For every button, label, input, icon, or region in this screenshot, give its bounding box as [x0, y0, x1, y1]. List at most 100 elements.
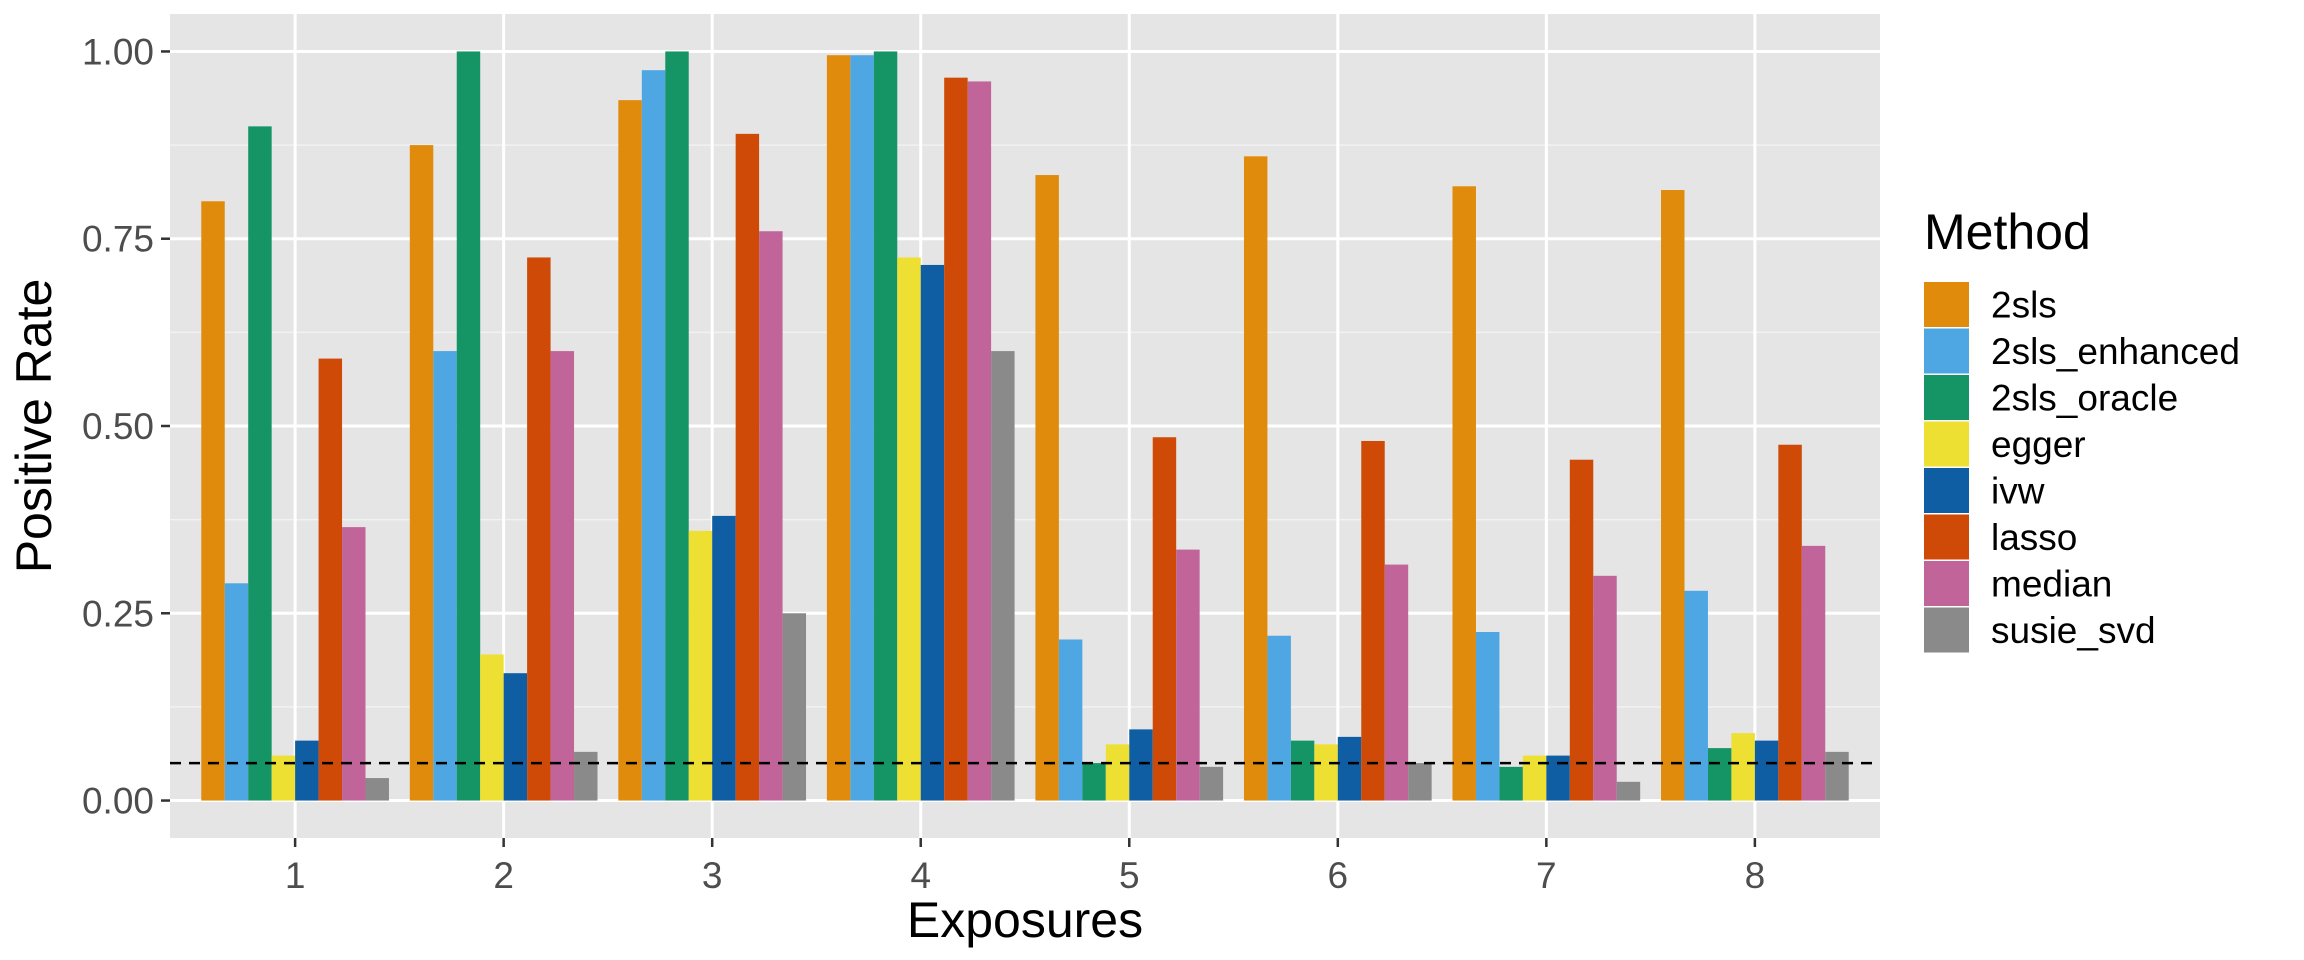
bar-ivw-5 [1129, 729, 1153, 801]
bar-egger-4 [897, 257, 921, 801]
bar-2sls_enhanced-6 [1267, 635, 1291, 801]
bar-egger-3 [688, 530, 713, 801]
bar-susie_svd-7 [1616, 781, 1641, 801]
x-tick-label: 8 [1745, 855, 1766, 896]
bar-susie_svd-5 [1199, 766, 1224, 801]
y-tick-label: 0.00 [82, 781, 154, 822]
bar-median-2 [550, 351, 575, 801]
bar-ivw-7 [1546, 755, 1570, 801]
bar-susie_svd-1 [365, 778, 389, 801]
bar-2sls_oracle-2 [456, 51, 481, 801]
legend-key-2sls_oracle [1924, 375, 1969, 420]
bar-2sls_enhanced-7 [1475, 632, 1500, 801]
legend-label-2sls_enhanced: 2sls_enhanced [1991, 331, 2240, 372]
bar-lasso-4 [944, 77, 968, 801]
y-tick-label: 0.50 [82, 406, 154, 447]
bar-2sls-5 [1035, 175, 1059, 801]
y-axis-ticks: 0.00 0.25 0.50 0.75 1.00 [82, 31, 170, 822]
legend-key-susie_svd [1924, 607, 1969, 653]
bar-median-7 [1593, 575, 1617, 801]
bar-ivw-3 [712, 515, 736, 801]
legend-key-lasso [1924, 514, 1969, 560]
bar-median-6 [1384, 564, 1409, 801]
bar-ivw-4 [920, 264, 945, 801]
bar-2sls-1 [201, 201, 225, 801]
bar-ivw-6 [1337, 736, 1362, 801]
legend-key-egger [1924, 421, 1969, 467]
bar-susie_svd-4 [991, 351, 1015, 801]
bar-lasso-7 [1569, 459, 1594, 801]
bar-ivw-1 [295, 740, 319, 801]
bar-lasso-1 [318, 358, 343, 801]
legend-key-2sls_enhanced [1924, 328, 1969, 374]
bars [201, 51, 1849, 801]
bar-susie_svd-2 [574, 751, 598, 801]
legend-key-median [1924, 561, 1969, 606]
bar-median-1 [342, 527, 366, 801]
bar-2sls_oracle-3 [665, 51, 689, 801]
bar-susie_svd-3 [782, 613, 807, 801]
bar-lasso-5 [1152, 437, 1177, 801]
bar-susie_svd-8 [1825, 751, 1849, 801]
bar-2sls-8 [1661, 190, 1685, 801]
bar-2sls_enhanced-2 [433, 351, 457, 801]
bar-lasso-8 [1778, 444, 1802, 801]
bar-2sls_enhanced-1 [224, 583, 249, 801]
x-tick-label: 2 [493, 855, 514, 896]
bar-2sls_enhanced-8 [1684, 590, 1708, 801]
bar-egger-7 [1522, 755, 1547, 801]
x-tick-label: 7 [1536, 855, 1557, 896]
legend: Method 2sls 2sls_enhanced 2sls_oracleegger… [1924, 204, 2240, 653]
legend-label-lasso: lasso [1991, 517, 2077, 558]
legend-label-egger: egger [1991, 424, 2086, 465]
bar-susie_svd-6 [1408, 763, 1432, 801]
bar-lasso-3 [735, 133, 760, 801]
bar-egger-5 [1105, 744, 1130, 801]
bar-2sls_oracle-1 [248, 126, 272, 801]
bar-2sls-6 [1243, 156, 1268, 801]
bar-egger-1 [271, 755, 296, 801]
legend-label-2sls: 2sls [1991, 285, 2057, 326]
bar-2sls_oracle-7 [1499, 766, 1523, 801]
bar-2sls_oracle-6 [1290, 740, 1315, 801]
bar-ivw-8 [1754, 740, 1779, 801]
bar-median-8 [1801, 545, 1826, 801]
bar-2sls-3 [618, 100, 642, 801]
legend-label-2sls_oracle: 2sls_oracle [1991, 378, 2178, 419]
x-axis-ticks: 1 2 3 4 5 6 7 8 [285, 838, 1765, 896]
x-tick-label: 1 [285, 855, 306, 896]
bar-2sls_enhanced-4 [850, 55, 874, 801]
bar-2sls_oracle-5 [1082, 763, 1106, 801]
x-axis-title: Exposures [907, 892, 1143, 948]
bar-ivw-2 [503, 673, 528, 801]
x-tick-label: 4 [910, 855, 931, 896]
legend-key-ivw [1924, 468, 1969, 513]
y-tick-label: 1.00 [82, 31, 154, 72]
y-tick-label: 0.75 [82, 219, 154, 260]
bar-2sls_oracle-4 [873, 51, 898, 801]
bar-2sls_enhanced-3 [641, 70, 666, 801]
bar-2sls-7 [1452, 186, 1476, 801]
bar-2sls_enhanced-5 [1058, 639, 1083, 801]
legend-label-median: median [1991, 564, 2112, 605]
x-tick-label: 5 [1119, 855, 1140, 896]
legend-label-ivw: ivw [1991, 471, 2045, 512]
bar-egger-6 [1314, 744, 1338, 801]
bar-lasso-6 [1361, 440, 1385, 801]
bar-2sls-2 [409, 145, 434, 801]
legend-label-susie_svd: susie_svd [1991, 610, 2156, 651]
bar-2sls_oracle-8 [1707, 748, 1732, 801]
bar-lasso-2 [527, 257, 551, 801]
bar-2sls-4 [826, 55, 851, 801]
x-tick-label: 3 [702, 855, 723, 896]
x-tick-label: 6 [1328, 855, 1349, 896]
legend-title: Method [1924, 204, 2091, 260]
bar-median-5 [1176, 549, 1200, 801]
y-tick-label: 0.25 [82, 593, 154, 634]
bar-egger-8 [1731, 733, 1755, 801]
y-axis-title: Positive Rate [6, 279, 62, 574]
bar-median-4 [967, 81, 992, 801]
bar-median-3 [759, 231, 783, 801]
